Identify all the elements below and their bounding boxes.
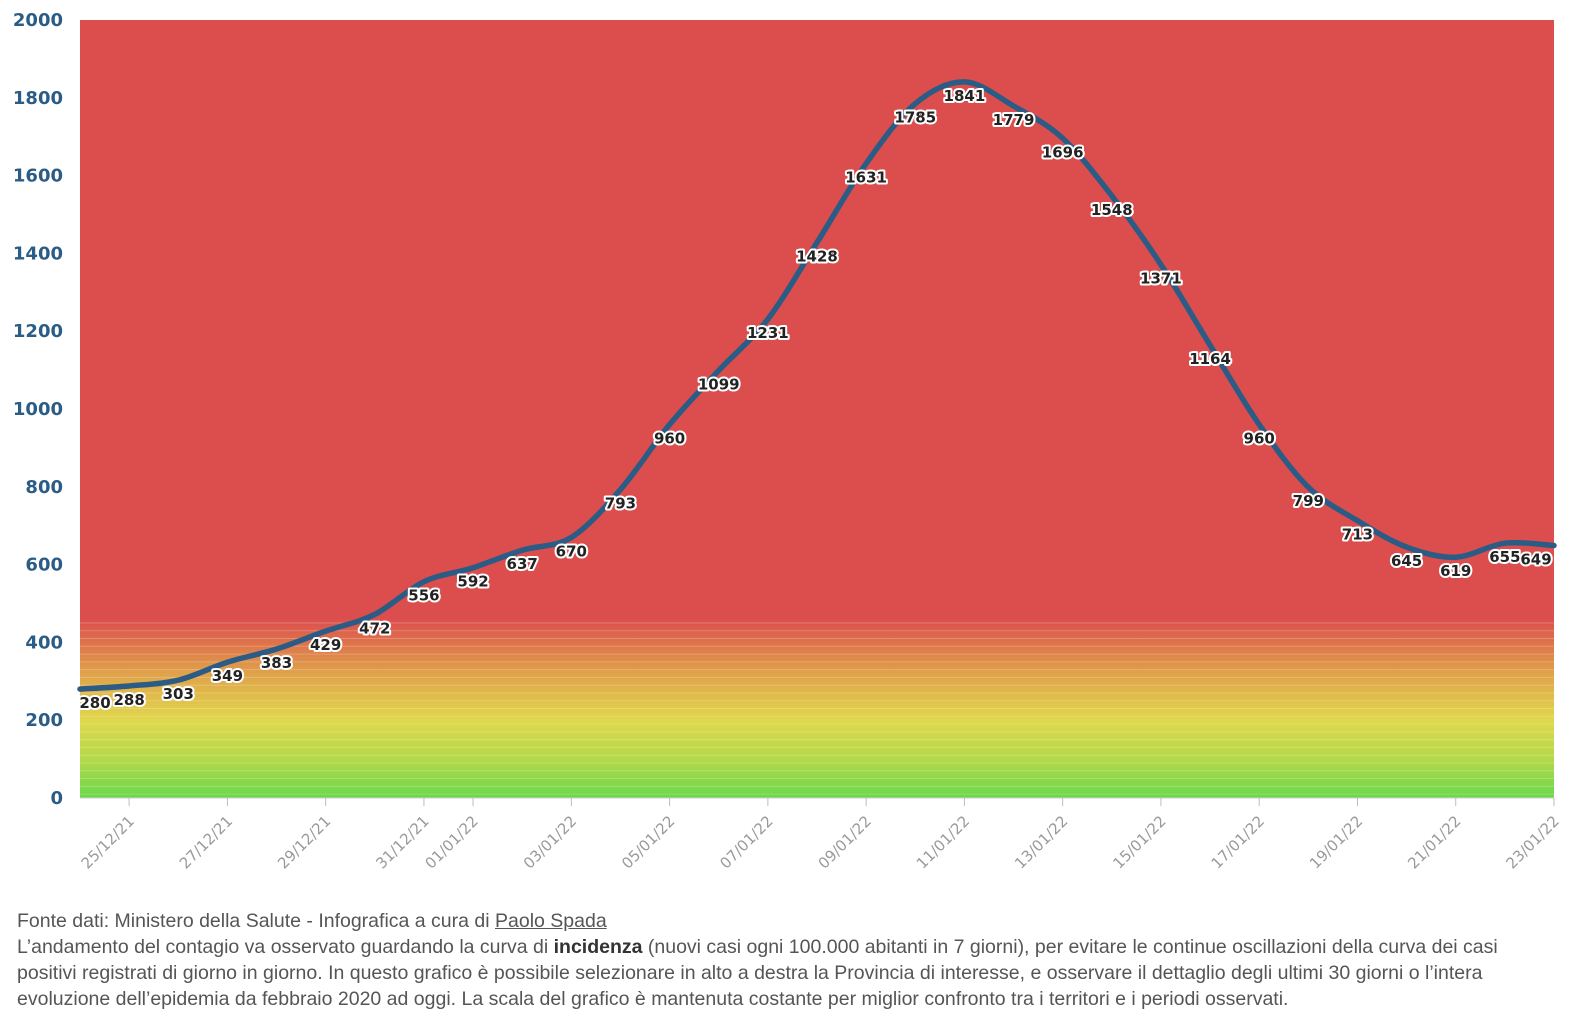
- data-label: 713: [1342, 526, 1373, 544]
- y-axis: 0 200 400 600 800 1000 1200 1400 1600 1800 2000: [13, 10, 63, 809]
- y-tick-label: 0: [50, 788, 63, 809]
- y-tick-label: 1600: [13, 166, 63, 187]
- data-label: 429: [310, 636, 341, 654]
- y-tick-label: 1000: [13, 399, 63, 420]
- footer: Fonte dati: Ministero della Salute - Inf…: [17, 908, 1557, 1012]
- x-tick-label: 03/01/22: [520, 812, 580, 872]
- data-label: 303: [163, 685, 194, 703]
- data-labels: 280 288 303 349 383 429 472 556 592 637 670 793 960 1…: [77, 85, 1553, 714]
- data-label: 1696: [1042, 143, 1084, 161]
- x-tick-label: 01/01/22: [422, 812, 482, 872]
- description-start: L’andamento del contagio va osservato gu…: [17, 936, 554, 958]
- x-tick-label: 27/12/21: [176, 812, 236, 872]
- data-label: 383: [261, 654, 292, 672]
- x-tick-label: 23/01/22: [1502, 812, 1562, 872]
- data-label: 1779: [993, 111, 1035, 129]
- data-label: 655: [1489, 548, 1520, 566]
- author-link[interactable]: Paolo Spada: [495, 910, 607, 932]
- y-tick-label: 1800: [13, 88, 63, 109]
- data-label: 670: [556, 542, 587, 560]
- data-label: 1841: [944, 87, 986, 105]
- data-label: 645: [1391, 552, 1422, 570]
- data-label: 592: [457, 573, 488, 591]
- data-label: 793: [605, 495, 636, 513]
- data-label: 472: [359, 619, 390, 637]
- data-label: 619: [1440, 562, 1471, 580]
- incidence-line: [77, 79, 1557, 692]
- data-label: 799: [1293, 492, 1324, 510]
- data-label: 1631: [845, 169, 887, 187]
- source-line: Fonte dati: Ministero della Salute - Inf…: [17, 908, 1557, 934]
- data-label: 960: [654, 430, 685, 448]
- x-tick-label: 21/01/22: [1404, 812, 1464, 872]
- color-bands: [80, 622, 1554, 795]
- y-tick-label: 1400: [13, 243, 63, 264]
- data-label: 960: [1244, 430, 1275, 448]
- y-tick-label: 200: [25, 710, 63, 731]
- y-tick-label: 600: [25, 555, 63, 576]
- chart-background: [80, 20, 1554, 798]
- source-text: Fonte dati: Ministero della Salute - Inf…: [17, 910, 495, 932]
- y-tick-label: 1200: [13, 321, 63, 342]
- x-tick-label: 13/01/22: [1011, 812, 1071, 872]
- x-axis: 25/12/21 27/12/21 29/12/21 31/12/2101/01/22…: [78, 797, 1563, 872]
- data-label: 1428: [796, 248, 838, 266]
- data-label: 1099: [698, 375, 740, 393]
- data-label: 1164: [1189, 350, 1231, 368]
- y-tick-label: 2000: [13, 10, 63, 31]
- data-label: 1231: [747, 324, 789, 342]
- description: L’andamento del contagio va osservato gu…: [17, 934, 1557, 1012]
- x-tick-label: 07/01/22: [716, 812, 776, 872]
- x-tick-label: 31/12/21: [372, 812, 432, 872]
- data-label: 280: [79, 694, 110, 712]
- x-tick-label: 15/01/22: [1109, 812, 1169, 872]
- x-tick-label: 09/01/22: [815, 812, 875, 872]
- y-tick-label: 400: [25, 632, 63, 653]
- data-label: 1548: [1091, 201, 1133, 219]
- data-label: 1371: [1140, 270, 1182, 288]
- data-label: 649: [1520, 551, 1551, 569]
- x-tick-label: 11/01/22: [913, 812, 973, 872]
- data-label: 1785: [894, 109, 936, 127]
- data-label: 349: [212, 667, 243, 685]
- data-label: 556: [408, 587, 439, 605]
- description-end: (nuovi casi ogni 100.000 abitanti in 7 g…: [17, 936, 1498, 1010]
- x-tick-label: 05/01/22: [618, 812, 678, 872]
- x-tick-label: 19/01/22: [1306, 812, 1366, 872]
- data-label: 637: [507, 555, 538, 573]
- incidence-chart: 0 200 400 600 800 1000 1200 1400 1600 1800 2000 25…: [13, 10, 1563, 872]
- x-tick-label: 17/01/22: [1208, 812, 1268, 872]
- data-label: 288: [113, 691, 144, 709]
- x-tick-label: 29/12/21: [274, 812, 334, 872]
- x-tick-label: 25/12/21: [78, 812, 138, 872]
- y-tick-label: 800: [25, 477, 63, 498]
- description-bold: incidenza: [553, 936, 643, 958]
